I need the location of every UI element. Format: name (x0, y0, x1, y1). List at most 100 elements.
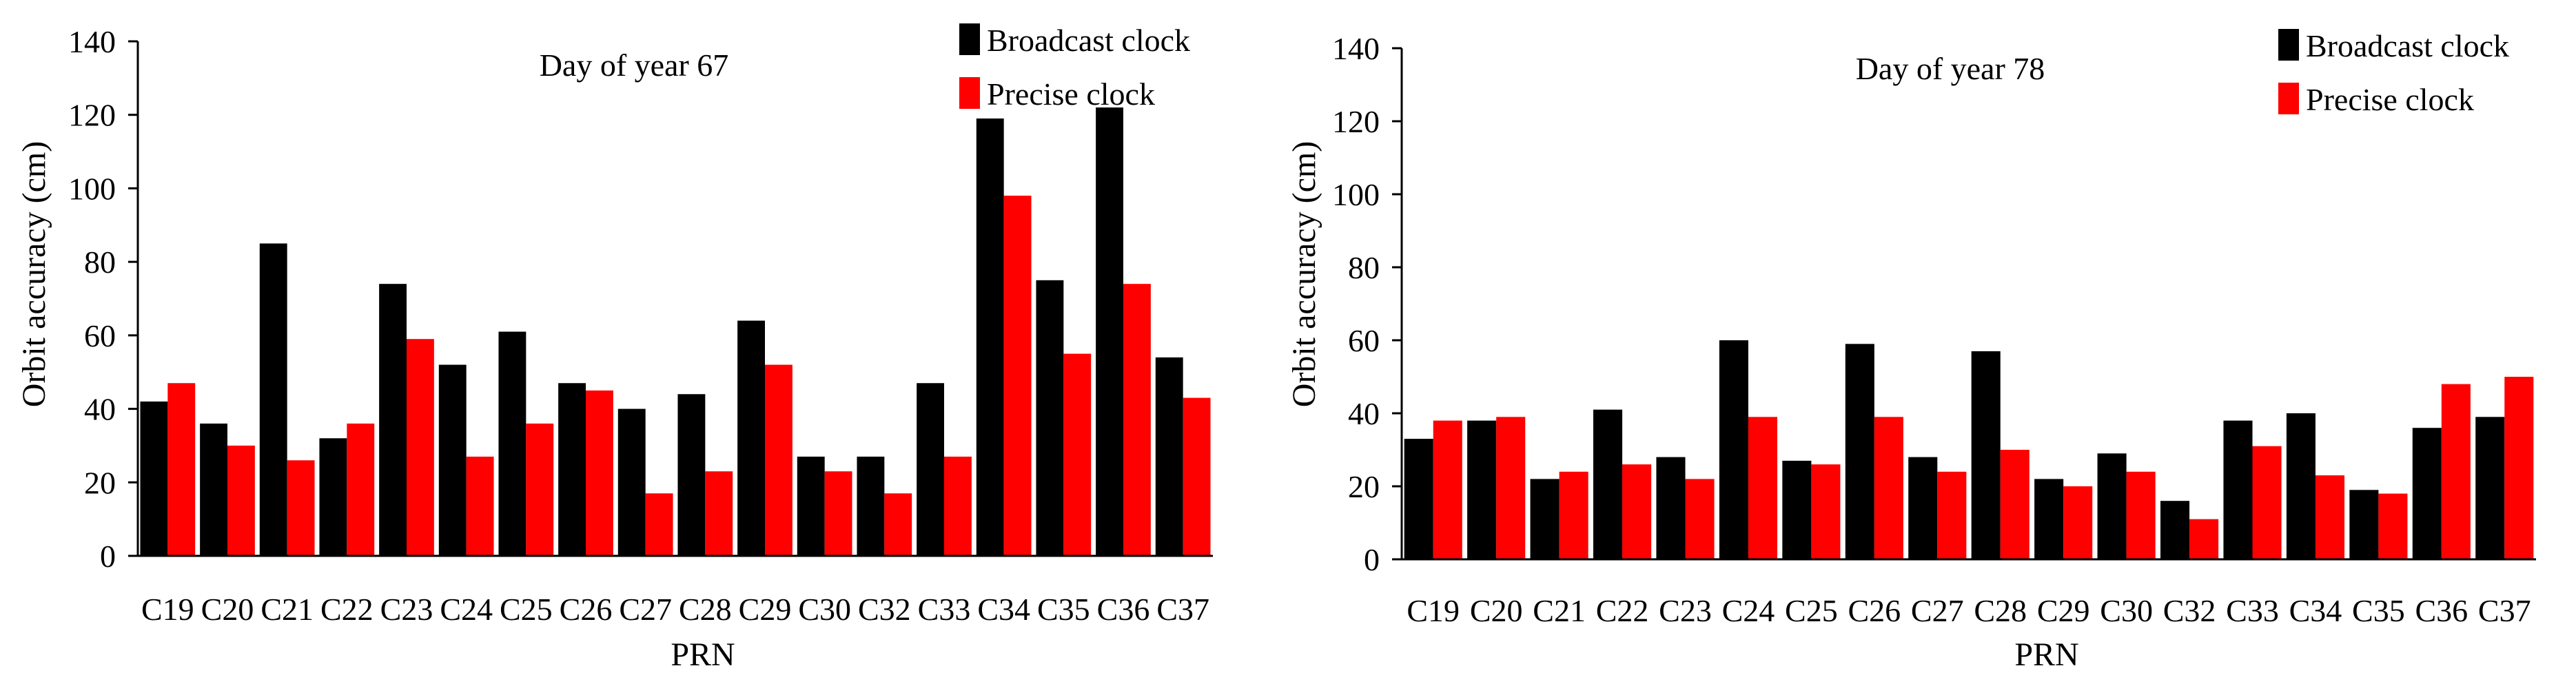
x-tick-label: C33 (918, 592, 971, 627)
legend-label-precise: Precise clock (987, 76, 1155, 112)
y-axis-label: Orbit accuracy (cm) (1286, 141, 1322, 407)
x-tick-label: C28 (679, 592, 732, 627)
bar-broadcast-C19 (140, 401, 168, 556)
x-tick-label: C29 (739, 592, 792, 627)
bar-broadcast-C27 (617, 408, 646, 556)
bar-broadcast-C32 (2160, 501, 2190, 559)
y-tick-label: 100 (68, 171, 116, 206)
bar-precise-C30 (2126, 471, 2156, 559)
x-tick-label: C25 (500, 592, 553, 627)
x-tick-label: C22 (320, 592, 374, 627)
x-tick-label: C19 (1407, 593, 1460, 628)
y-tick-label: 120 (1332, 104, 1380, 139)
x-tick-label: C23 (380, 592, 433, 627)
y-tick-label: 60 (1348, 323, 1380, 358)
y-tick-label: 80 (1348, 250, 1380, 285)
bar-precise-C25 (526, 423, 554, 556)
y-tick-label: 40 (84, 392, 116, 427)
bar-broadcast-C24 (1719, 340, 1748, 559)
bar-precise-C27 (645, 493, 673, 556)
bar-broadcast-C34 (2286, 413, 2316, 559)
y-tick-label: 0 (100, 539, 116, 574)
bar-broadcast-C22 (319, 438, 347, 556)
bar-group (1404, 340, 2534, 559)
x-tick-label: C36 (2415, 593, 2468, 628)
x-tick-label: C20 (201, 592, 254, 627)
legend-swatch-precise (2278, 83, 2299, 114)
bar-precise-C35 (2378, 493, 2408, 559)
y-tick-label: 140 (1332, 31, 1380, 66)
bar-group (140, 107, 1211, 557)
x-tick-label: C27 (1911, 593, 1964, 628)
legend-label-precise: Precise clock (2306, 82, 2474, 117)
bar-precise-C21 (1559, 471, 1588, 559)
bar-broadcast-C36 (2412, 428, 2442, 559)
bar-precise-C36 (2441, 384, 2471, 559)
x-tick-label: C22 (1596, 593, 1649, 628)
x-tick-label: C28 (1974, 593, 2027, 628)
bar-precise-C26 (1874, 417, 1903, 559)
bar-broadcast-C30 (797, 456, 825, 556)
x-tick-label: C34 (977, 592, 1030, 627)
bar-precise-C23 (1685, 479, 1715, 559)
y-ticks: 0 20 40 60 80 100 120 140 (68, 24, 138, 574)
x-tick-label: C30 (2100, 593, 2153, 628)
bar-broadcast-C25 (1782, 460, 1812, 559)
x-tick-label: C35 (1037, 592, 1090, 627)
legend-label-broadcast: Broadcast clock (2306, 28, 2509, 63)
x-tick-label: C19 (141, 592, 194, 627)
bar-broadcast-C37 (2475, 417, 2505, 559)
bar-broadcast-C33 (2223, 420, 2253, 559)
chart-panel-day67: Day of year 67 Orbit accuracy (cm) PRN 0… (16, 23, 1213, 673)
bar-precise-C29 (2063, 486, 2093, 559)
x-tick-label: C26 (560, 592, 613, 627)
bar-precise-C19 (1433, 420, 1462, 559)
chart-panel-day78: Day of year 78 Orbit accuracy (cm) PRN 0… (1286, 28, 2536, 673)
bar-broadcast-C32 (857, 456, 885, 556)
bar-precise-C36 (1123, 284, 1151, 556)
legend-swatch-precise (959, 77, 980, 109)
x-tick-label: C20 (1470, 593, 1523, 628)
y-tick-label: 120 (68, 98, 116, 133)
x-tick-label: C32 (2163, 593, 2216, 628)
bar-broadcast-C25 (498, 331, 527, 556)
legend-swatch-broadcast (2278, 29, 2299, 61)
bar-broadcast-C37 (1155, 357, 1183, 556)
bar-precise-C27 (1937, 471, 1967, 559)
y-tick-label: 60 (84, 318, 116, 353)
bar-precise-C33 (944, 456, 972, 556)
y-tick-label: 0 (1364, 542, 1380, 577)
x-tick-label: C26 (1848, 593, 1901, 628)
bar-precise-C20 (227, 445, 255, 556)
bar-precise-C32 (884, 493, 912, 556)
x-axis-label: PRN (2014, 636, 2078, 673)
legend: Broadcast clock Precise clock (2278, 28, 2509, 117)
x-tick-label: C35 (2352, 593, 2405, 628)
legend-swatch-broadcast (959, 23, 980, 55)
bar-precise-C19 (167, 383, 196, 556)
bar-precise-C37 (1183, 397, 1211, 556)
x-tick-label: C34 (2289, 593, 2342, 628)
y-axis-label: Orbit accuracy (cm) (16, 141, 52, 407)
bar-precise-C26 (586, 390, 613, 556)
x-tick-label: C33 (2226, 593, 2279, 628)
chart-title: Day of year 78 (1856, 51, 2045, 86)
bar-precise-C24 (1748, 417, 1778, 559)
bar-broadcast-C23 (1656, 457, 1686, 559)
legend-label-broadcast: Broadcast clock (987, 23, 1190, 58)
bar-broadcast-C20 (200, 423, 227, 556)
x-tick-label: C24 (440, 592, 493, 627)
y-ticks: 0 20 40 60 80 100 120 140 (1332, 31, 1402, 577)
x-tick-label: C37 (1156, 592, 1209, 627)
bar-broadcast-C20 (1467, 420, 1497, 559)
bar-broadcast-C27 (1908, 457, 1938, 559)
bar-broadcast-C24 (438, 364, 467, 556)
bar-precise-C32 (2189, 519, 2219, 559)
bar-precise-C24 (466, 456, 494, 556)
y-tick-label: 20 (1348, 469, 1380, 504)
x-tick-label: C37 (2478, 593, 2531, 628)
bar-precise-C34 (2315, 475, 2345, 559)
bar-broadcast-C29 (737, 320, 765, 556)
bar-precise-C29 (765, 364, 793, 556)
